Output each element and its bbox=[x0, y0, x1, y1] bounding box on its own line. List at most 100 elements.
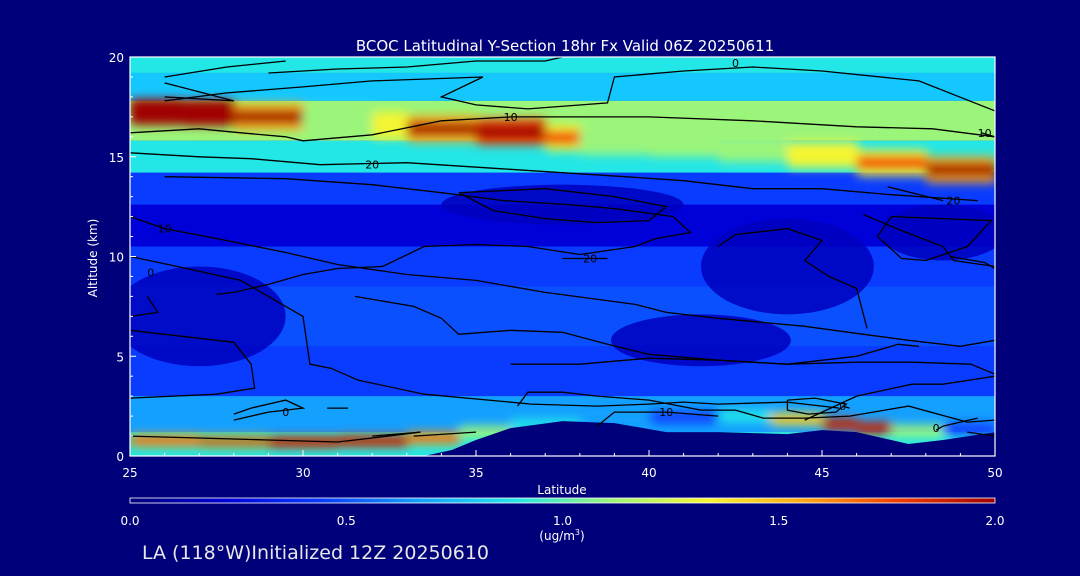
initialization-caption: LA (118°W)Initialized 12Z 20250610 bbox=[142, 542, 489, 564]
contour-line bbox=[949, 255, 995, 270]
concentration-bands bbox=[130, 98, 995, 449]
contour-line bbox=[268, 57, 563, 74]
contour-line bbox=[967, 431, 995, 437]
contour-label: 0 bbox=[147, 266, 154, 279]
x-tick-label: 35 bbox=[468, 466, 483, 480]
band-segment bbox=[372, 111, 409, 138]
y-tick-label: 10 bbox=[109, 251, 124, 265]
colorbar-ramp bbox=[129, 497, 996, 504]
contour-line bbox=[164, 82, 234, 102]
band-core bbox=[406, 435, 461, 442]
field-pocket bbox=[130, 266, 286, 367]
band-core bbox=[233, 110, 305, 124]
colorbar-tick-label: 0.0 bbox=[120, 514, 139, 528]
band-core bbox=[181, 106, 236, 120]
contour-label: 0 bbox=[839, 400, 846, 413]
colorbar-tick-label: 1.0 bbox=[553, 514, 572, 528]
band-core bbox=[406, 122, 478, 136]
contour-line bbox=[458, 188, 668, 224]
band-segment bbox=[718, 410, 773, 423]
contour-label: 0 bbox=[732, 57, 739, 70]
band-segment bbox=[649, 411, 721, 424]
contour-line bbox=[130, 215, 995, 347]
contour-label: 0 bbox=[933, 422, 940, 435]
contour-label: 10 bbox=[659, 406, 673, 419]
x-axis-label: Latitude bbox=[537, 483, 586, 497]
contour-line bbox=[717, 227, 868, 329]
colorbar-tick-label: 0.5 bbox=[337, 514, 356, 528]
contour-line bbox=[510, 343, 919, 365]
contour-lines bbox=[130, 57, 995, 443]
contour-line bbox=[130, 296, 159, 318]
contour-label: 10 bbox=[504, 111, 518, 124]
field-layer bbox=[130, 346, 995, 397]
colorbar-tick-label: 1.5 bbox=[769, 514, 788, 528]
contour-labels: 0 10 10 20 20 20 10 0 0 0 10 0 bbox=[147, 57, 991, 435]
x-tick-label: 40 bbox=[641, 466, 656, 480]
contour-line bbox=[887, 186, 944, 202]
contour-line bbox=[842, 405, 850, 409]
contour-line bbox=[130, 431, 421, 443]
field-layer bbox=[130, 72, 995, 101]
contour-line bbox=[164, 66, 995, 112]
contour-line bbox=[233, 399, 306, 421]
contour-line bbox=[804, 375, 995, 421]
x-tick-label: 30 bbox=[295, 466, 310, 480]
x-tick-label: 45 bbox=[814, 466, 829, 480]
contour-label: 20 bbox=[583, 252, 597, 265]
band-core bbox=[856, 156, 928, 170]
y-tick-label: 20 bbox=[109, 51, 124, 65]
band-core bbox=[130, 437, 202, 444]
band-core bbox=[130, 105, 184, 119]
contour-label: 0 bbox=[282, 406, 289, 419]
contour-line bbox=[935, 417, 978, 431]
band-core bbox=[545, 131, 582, 145]
band-segment bbox=[943, 423, 995, 436]
contour-label: 10 bbox=[158, 223, 172, 236]
y-tick-label: 15 bbox=[109, 151, 124, 165]
band-core bbox=[476, 125, 548, 139]
colorbar: 0.0 0.5 1.0 1.5 2.0 (ug/m3) bbox=[120, 497, 1005, 543]
field-pocket bbox=[700, 218, 874, 315]
contour-line bbox=[786, 397, 848, 415]
contour-line bbox=[876, 215, 993, 262]
contour-line bbox=[130, 329, 256, 399]
band-core bbox=[856, 425, 894, 432]
contour-line bbox=[516, 391, 995, 423]
band-segment bbox=[649, 130, 721, 157]
contour-label: 20 bbox=[365, 159, 379, 172]
contour-line bbox=[354, 295, 995, 375]
contour-line bbox=[130, 152, 978, 202]
contour-label: 10 bbox=[978, 127, 992, 140]
x-tick-label: 50 bbox=[987, 466, 1002, 480]
contour-line bbox=[596, 411, 719, 427]
contour-line bbox=[863, 214, 995, 268]
field-pocket bbox=[880, 204, 995, 261]
terrain-mask bbox=[424, 421, 995, 456]
chart-title: BCOC Latitudinal Y-Section 18hr Fx Valid… bbox=[356, 37, 774, 55]
band-segment bbox=[787, 141, 859, 168]
contour-label: 20 bbox=[946, 195, 960, 208]
x-tick-label: 25 bbox=[122, 466, 137, 480]
colorbar-units: (ug/m3) bbox=[539, 528, 584, 543]
colorbar-ticks: 0.0 0.5 1.0 1.5 2.0 bbox=[120, 514, 1004, 528]
field-layer bbox=[130, 57, 995, 73]
band-core bbox=[822, 421, 859, 428]
contour-line bbox=[164, 60, 286, 78]
band-core bbox=[925, 163, 995, 177]
y-axis-label: Altitude (km) bbox=[86, 219, 100, 298]
band-segment bbox=[579, 128, 651, 155]
plot-area: 0 10 10 20 20 20 10 0 0 0 10 0 bbox=[130, 57, 995, 456]
y-tick-label: 0 bbox=[116, 450, 124, 464]
band-segment bbox=[718, 135, 790, 162]
y-tick-label: 5 bbox=[116, 350, 124, 364]
contour-line bbox=[130, 255, 840, 409]
contour-line bbox=[164, 176, 692, 296]
contour-line bbox=[130, 116, 995, 142]
field-pocket bbox=[610, 314, 791, 367]
band-segment bbox=[303, 107, 375, 134]
contour-line bbox=[981, 132, 995, 138]
colorbar-tick-label: 2.0 bbox=[985, 514, 1004, 528]
y-axis: 0 5 10 15 20 bbox=[109, 51, 136, 464]
